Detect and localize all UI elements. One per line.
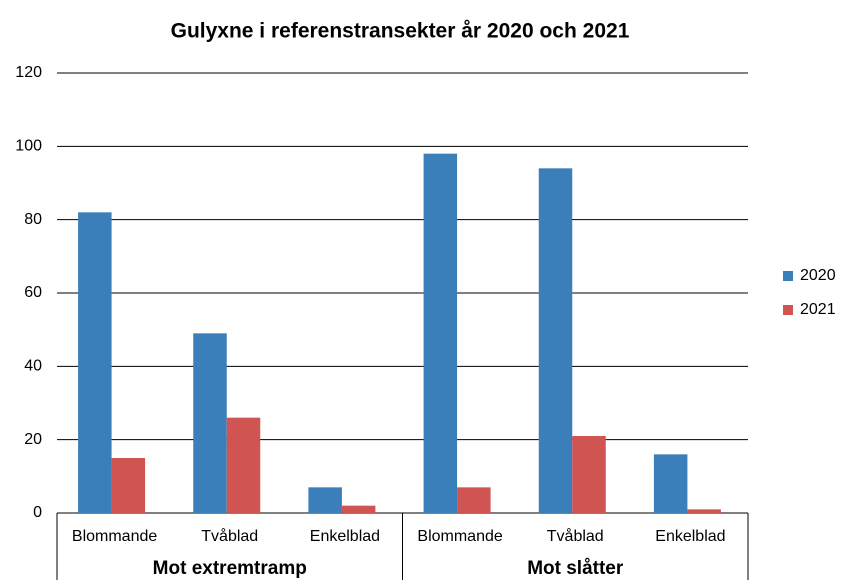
bar: [653, 454, 688, 513]
x-tick-label: Blommande: [72, 528, 157, 545]
bar: [78, 212, 112, 514]
group-label: Mot extremtramp: [153, 558, 307, 579]
y-tick-label: 100: [15, 138, 42, 155]
legend-label: 2021: [800, 301, 836, 318]
y-tick-label: 40: [24, 358, 42, 375]
legend-swatch: [783, 271, 793, 281]
bar: [111, 458, 146, 513]
chart-title: Gulyxne i referenstransekter år 2020 och…: [171, 20, 630, 43]
bar: [341, 505, 376, 513]
x-tick-label: Tvåblad: [201, 527, 258, 545]
y-tick-label: 80: [24, 211, 42, 228]
x-tick-label: Blommande: [417, 528, 502, 545]
y-tick-label: 20: [24, 431, 42, 448]
bar: [572, 436, 606, 513]
bar: [193, 333, 227, 513]
bar: [423, 153, 458, 513]
legend-label: 2020: [800, 267, 836, 284]
x-tick-label: Tvåblad: [547, 527, 604, 545]
x-tick-label: Enkelblad: [655, 528, 725, 545]
bar: [687, 509, 721, 513]
x-tick-label: Enkelblad: [310, 528, 380, 545]
y-tick-label: 0: [33, 504, 42, 521]
group-label: Mot slåtter: [527, 558, 624, 579]
bar: [457, 487, 491, 513]
y-tick-label: 120: [15, 64, 42, 81]
y-tick-label: 60: [24, 284, 42, 301]
bar: [226, 417, 261, 513]
legend-swatch: [783, 305, 793, 315]
bar: [538, 168, 573, 514]
bar: [308, 487, 342, 513]
